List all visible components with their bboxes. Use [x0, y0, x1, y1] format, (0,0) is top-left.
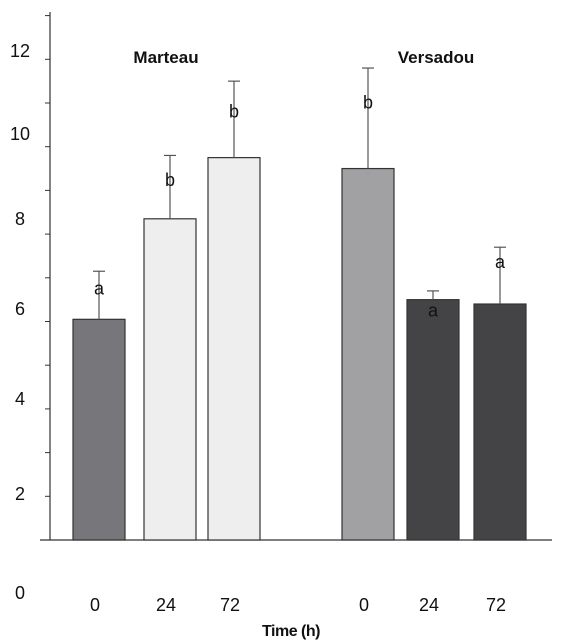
x-axis-title: Time (h): [262, 623, 320, 640]
x-tick-labels: 0 24 72 0 24 72: [90, 595, 506, 615]
significance-label: b: [165, 170, 175, 190]
significance-label: a: [428, 301, 439, 321]
y-tick-label: 0: [15, 583, 25, 603]
bar: [406, 299, 460, 541]
significance-labels: a b b b a a: [94, 93, 506, 321]
group-label: Versadou: [398, 48, 475, 67]
bar: [72, 318, 126, 541]
bar: [143, 218, 197, 541]
significance-label: b: [229, 102, 239, 122]
x-tick-label: 0: [359, 595, 369, 615]
y-tick-label: 12: [10, 41, 30, 61]
y-tick-label: 10: [10, 124, 30, 144]
significance-label: a: [495, 252, 506, 272]
x-tick-label: 0: [90, 595, 100, 615]
y-tick-label: 8: [15, 209, 25, 229]
x-tick-label: 24: [419, 595, 439, 615]
y-tick-label: 2: [15, 484, 25, 504]
y-tick-label: 4: [15, 389, 25, 409]
bar: [473, 303, 527, 541]
y-tick-labels: 0 2 4 6 8 10 12: [10, 41, 30, 603]
error-bars: [93, 67, 506, 320]
y-axis: [45, 12, 51, 541]
bar: [341, 167, 395, 541]
group-labels: Marteau Versadou: [133, 48, 474, 67]
x-tick-label: 72: [220, 595, 240, 615]
x-tick-label: 72: [486, 595, 506, 615]
x-tick-label: 24: [156, 595, 176, 615]
significance-label: a: [94, 278, 105, 298]
bars: [72, 157, 527, 541]
y-tick-label: 6: [15, 299, 25, 319]
bar: [207, 157, 261, 541]
significance-label: b: [363, 93, 373, 113]
group-label: Marteau: [133, 48, 198, 67]
